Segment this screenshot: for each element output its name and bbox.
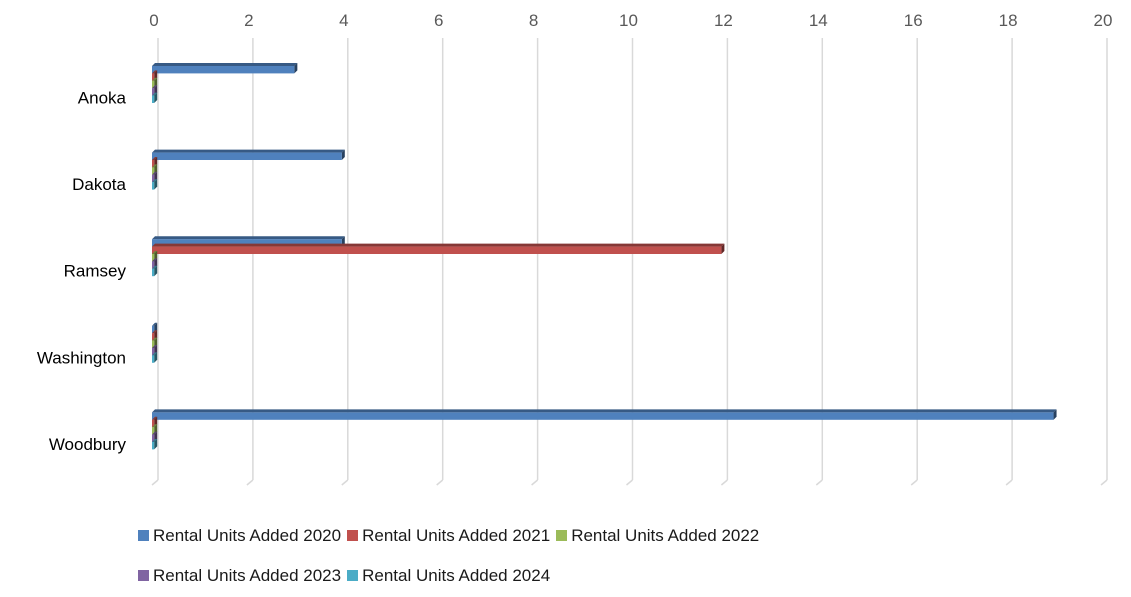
x-tick-label: 6 bbox=[434, 11, 443, 30]
gridline-foot bbox=[815, 479, 823, 486]
gridline-foot bbox=[341, 479, 349, 486]
gridline-foot bbox=[720, 479, 728, 486]
legend-label: Rental Units Added 2024 bbox=[362, 566, 551, 585]
legend-label: Rental Units Added 2020 bbox=[153, 526, 342, 545]
gridline-foot bbox=[1100, 479, 1108, 486]
x-tick-label: 0 bbox=[149, 11, 158, 30]
gridline-foot bbox=[246, 479, 254, 486]
x-tick-label: 2 bbox=[244, 11, 253, 30]
gridline-foot bbox=[1005, 479, 1013, 486]
legend-item: Rental Units Added 2020 bbox=[138, 526, 341, 546]
gridline-foot bbox=[626, 479, 633, 486]
bar bbox=[152, 243, 725, 254]
category-label: Washington bbox=[37, 348, 126, 367]
legend-row-1: Rental Units Added 2020 Rental Units Adde… bbox=[138, 526, 765, 546]
legend-row-2: Rental Units Added 2023 Rental Units Adde… bbox=[138, 566, 556, 586]
x-tick-label: 20 bbox=[1094, 11, 1113, 30]
category-label: Anoka bbox=[78, 89, 127, 108]
legend-item: Rental Units Added 2024 bbox=[347, 566, 550, 586]
legend-item: Rental Units Added 2021 bbox=[347, 526, 550, 546]
legend-swatch bbox=[138, 530, 149, 541]
category-label: Dakota bbox=[72, 175, 126, 194]
x-tick-label: 16 bbox=[904, 11, 923, 30]
bar bbox=[152, 439, 158, 450]
bar bbox=[152, 409, 1057, 420]
legend-item: Rental Units Added 2022 bbox=[556, 526, 759, 546]
gridline-foot bbox=[910, 479, 918, 486]
x-tick-label: 4 bbox=[339, 11, 348, 30]
legend-label: Rental Units Added 2021 bbox=[362, 526, 551, 545]
gridline-foot bbox=[151, 479, 159, 486]
legend-swatch bbox=[347, 530, 359, 541]
bar bbox=[152, 149, 345, 160]
legend-swatch bbox=[556, 530, 568, 541]
legend-item: Rental Units Added 2023 bbox=[138, 566, 341, 586]
gridline-foot bbox=[436, 479, 444, 486]
x-tick-label: 10 bbox=[619, 11, 638, 30]
x-tick-label: 18 bbox=[999, 11, 1018, 30]
bar bbox=[152, 63, 298, 74]
category-label: Ramsey bbox=[64, 262, 127, 281]
bar bbox=[152, 265, 158, 277]
bar bbox=[152, 179, 158, 190]
legend-label: Rental Units Added 2023 bbox=[153, 566, 342, 585]
category-label: Woodbury bbox=[49, 435, 127, 454]
gridline-foot bbox=[531, 479, 539, 486]
x-tick-label: 8 bbox=[529, 11, 538, 30]
legend-swatch bbox=[347, 570, 359, 581]
bar bbox=[152, 352, 158, 363]
legend-label: Rental Units Added 2022 bbox=[571, 526, 760, 545]
bar bbox=[152, 92, 158, 103]
x-tick-label: 12 bbox=[714, 11, 733, 30]
x-tick-label: 14 bbox=[809, 11, 828, 30]
legend-swatch bbox=[138, 570, 149, 581]
